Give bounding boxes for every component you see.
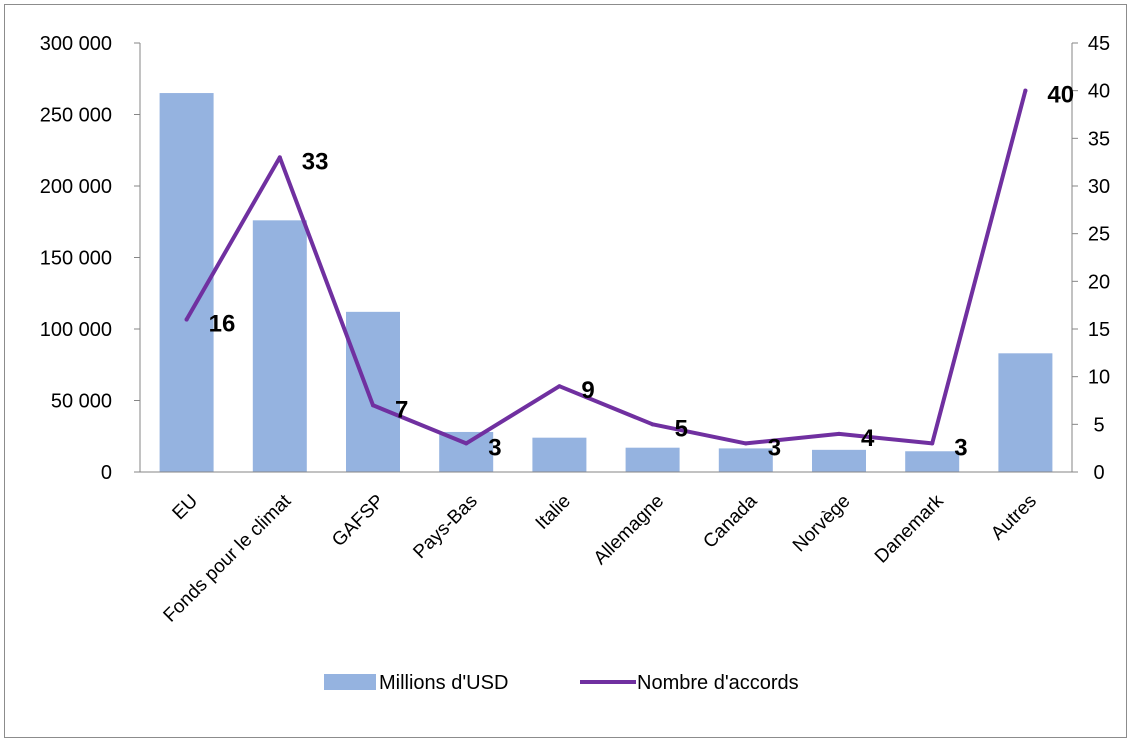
line-point [557, 384, 562, 389]
right-tick-label: 30 [1088, 176, 1110, 198]
legend-swatch-bar [324, 674, 376, 690]
bar [532, 437, 587, 472]
data-label: 4 [861, 425, 875, 452]
bar [718, 448, 773, 472]
line-point [837, 431, 841, 436]
right-tick-label: 15 [1088, 319, 1110, 341]
data-label: 7 [395, 396, 408, 423]
category-label: GAFSP [328, 491, 388, 551]
data-label: 40 [1047, 82, 1074, 109]
line-point [930, 441, 935, 446]
category-label: Italie [532, 491, 575, 534]
line-path [184, 88, 1028, 446]
data-label: 3 [768, 434, 781, 461]
category-label: Norvège [789, 491, 855, 557]
bar [625, 447, 680, 472]
data-labels: 16 33 7 3 9 5 3 4 3 40 [209, 82, 1075, 462]
left-tick-label: 250 000 [40, 105, 112, 127]
left-tick-label: 100 000 [40, 319, 112, 341]
line-point [464, 441, 469, 446]
category-label: Danemark [871, 490, 948, 567]
left-tick-label: 150 000 [40, 248, 112, 270]
line-point [184, 317, 189, 322]
data-label: 33 [302, 148, 329, 175]
bar [905, 451, 960, 472]
legend-label: Millions d'USD [379, 672, 508, 694]
line-point [371, 403, 375, 408]
line-point [1023, 88, 1028, 93]
data-label: 3 [954, 434, 967, 461]
right-tick-label: 5 [1093, 414, 1104, 436]
right-y-axis: 0 5 10 15 20 25 30 35 40 45 [1071, 33, 1110, 484]
bar [252, 220, 307, 472]
line-point [743, 441, 748, 446]
left-tick-label: 0 [101, 462, 112, 484]
bar [346, 311, 400, 472]
line-series [184, 88, 1028, 446]
left-tick-label: 200 000 [40, 176, 112, 198]
line-point [650, 422, 655, 427]
data-label: 9 [581, 377, 594, 404]
bar [439, 431, 494, 472]
bar [159, 93, 214, 473]
right-tick-label: 20 [1088, 271, 1110, 293]
legend: Millions d'USD Nombre d'accords [324, 672, 799, 694]
right-tick-label: 10 [1088, 367, 1110, 389]
category-label: Autres [987, 491, 1041, 545]
bar [812, 449, 866, 472]
right-tick-label: 0 [1093, 462, 1104, 484]
line-point [277, 155, 282, 160]
right-tick-label: 45 [1088, 33, 1110, 55]
bar-series [159, 93, 1053, 473]
data-label: 5 [675, 415, 688, 442]
category-label: Canada [699, 490, 761, 552]
left-y-axis: 0 50 000 100 000 150 000 200 000 250 000 300 0… [40, 33, 141, 484]
legend-label: Nombre d'accords [637, 672, 799, 694]
data-label: 16 [209, 310, 236, 337]
left-tick-label: 300 000 [40, 33, 112, 55]
category-label: EU [169, 491, 203, 525]
data-label: 3 [488, 434, 501, 461]
right-tick-label: 40 [1088, 81, 1110, 103]
right-tick-label: 35 [1088, 128, 1110, 150]
right-tick-label: 25 [1088, 224, 1110, 246]
category-label: Allemagne [590, 491, 668, 569]
bar [998, 353, 1053, 472]
category-label: Pays-Bas [409, 491, 481, 563]
left-tick-label: 50 000 [51, 391, 112, 413]
